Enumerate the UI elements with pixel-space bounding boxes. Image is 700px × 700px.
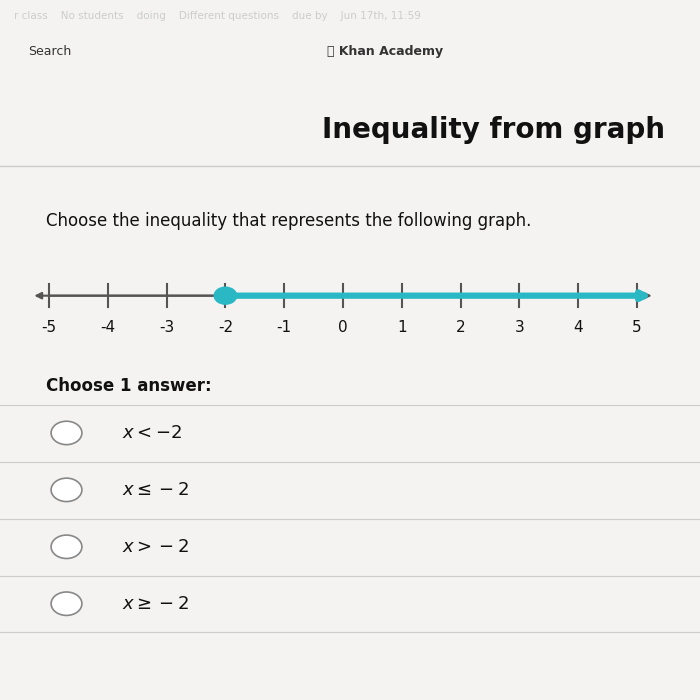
Text: -4: -4 — [100, 320, 116, 335]
Text: 0: 0 — [338, 320, 348, 335]
Circle shape — [51, 421, 82, 444]
Text: Inequality from graph: Inequality from graph — [322, 116, 665, 144]
Text: 1: 1 — [397, 320, 407, 335]
Text: -5: -5 — [41, 320, 57, 335]
Text: ⭐ Khan Academy: ⭐ Khan Academy — [327, 46, 443, 59]
Text: C: C — [62, 540, 71, 553]
Text: $x > -2$: $x > -2$ — [122, 538, 190, 556]
Text: -1: -1 — [276, 320, 292, 335]
Text: r class    No students    doing    Different questions    due by    Jun 17th, 11: r class No students doing Different ques… — [14, 10, 421, 21]
Text: A: A — [62, 426, 71, 440]
Text: $x \geq -2$: $x \geq -2$ — [122, 595, 190, 612]
Text: 5: 5 — [632, 320, 642, 335]
Text: B: B — [62, 484, 71, 496]
Text: Choose 1 answer:: Choose 1 answer: — [46, 377, 211, 395]
Text: Choose the inequality that represents the following graph.: Choose the inequality that represents th… — [46, 212, 531, 230]
Text: 2: 2 — [456, 320, 466, 335]
Text: $x < -2$: $x < -2$ — [122, 424, 183, 442]
Text: -2: -2 — [218, 320, 233, 335]
Circle shape — [214, 287, 237, 304]
Circle shape — [51, 535, 82, 559]
Text: 4: 4 — [573, 320, 583, 335]
Text: 3: 3 — [514, 320, 524, 335]
Text: Search: Search — [28, 46, 71, 59]
Text: D: D — [62, 597, 71, 610]
Circle shape — [51, 478, 82, 502]
Circle shape — [51, 592, 82, 615]
Text: -3: -3 — [159, 320, 174, 335]
Text: $x \leq -2$: $x \leq -2$ — [122, 481, 190, 499]
